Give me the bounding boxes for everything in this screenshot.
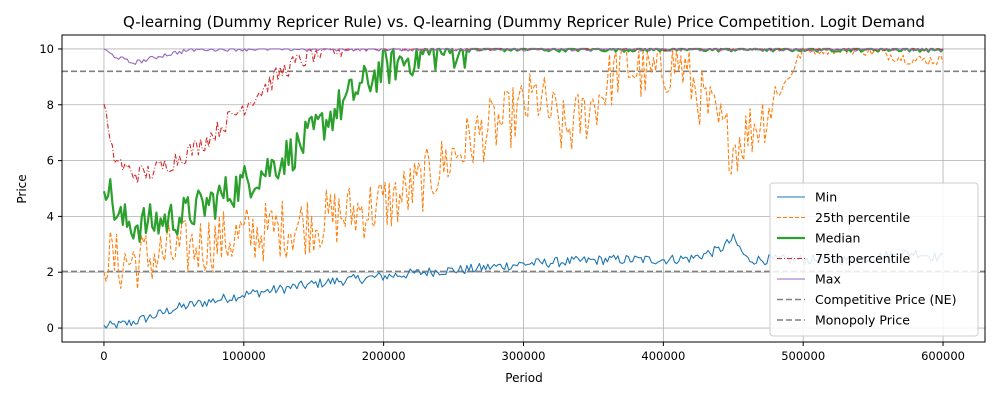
y-axis-label: Price xyxy=(15,174,29,203)
y-tick-label: 10 xyxy=(39,42,54,56)
y-tick-label: 2 xyxy=(47,265,54,279)
x-tick-label: 300000 xyxy=(502,349,546,363)
legend-label: Competitive Price (NE) xyxy=(815,292,956,307)
y-tick-label: 6 xyxy=(47,154,54,168)
y-tick-label: 8 xyxy=(47,98,54,112)
legend-label: 75th percentile xyxy=(815,251,911,266)
legend-label: 25th percentile xyxy=(815,210,911,225)
legend-box xyxy=(769,182,979,337)
legend-label: Max xyxy=(815,272,841,287)
legend-label: Min xyxy=(815,190,837,205)
chart-title: Q-learning (Dummy Repricer Rule) vs. Q-l… xyxy=(123,13,925,31)
legend-label: Median xyxy=(815,231,860,246)
x-tick-label: 0 xyxy=(100,349,107,363)
legend: Min 25th percentile Median 75th percentile M… xyxy=(769,182,979,337)
x-tick-label: 100000 xyxy=(222,349,266,363)
y-tick-label: 4 xyxy=(47,209,54,223)
y-axis-ticks: 0 2 4 6 8 10 xyxy=(39,42,62,335)
x-tick-label: 400000 xyxy=(641,349,685,363)
y-tick-label: 0 xyxy=(47,321,54,335)
x-axis-ticks: 0 100000 200000 300000 400000 500000 600000 xyxy=(100,342,965,363)
x-tick-label: 200000 xyxy=(362,349,406,363)
series-line-max xyxy=(103,48,944,65)
x-axis-label: Period xyxy=(505,371,542,385)
x-tick-label: 500000 xyxy=(781,349,825,363)
x-tick-label: 600000 xyxy=(921,349,965,363)
legend-label: Monopoly Price xyxy=(815,313,910,328)
